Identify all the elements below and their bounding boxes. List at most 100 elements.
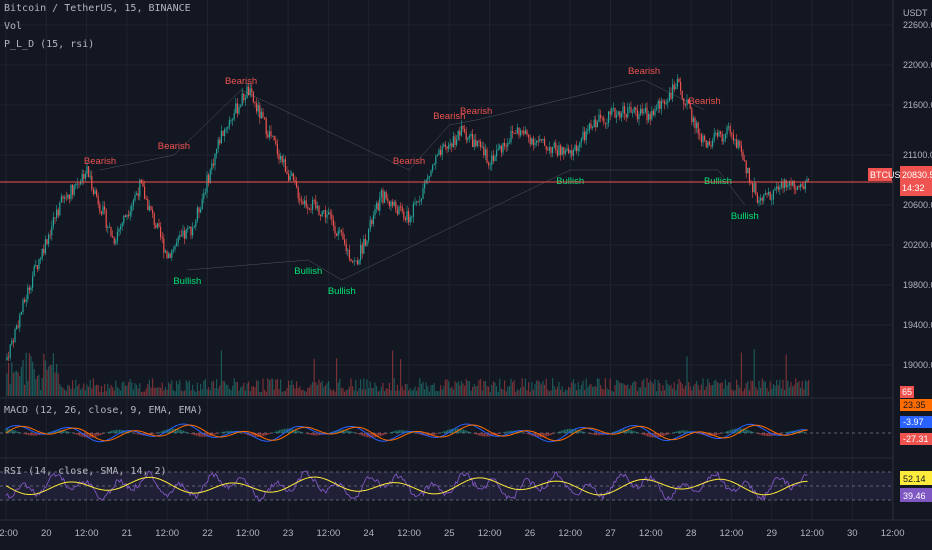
volume-bar (192, 384, 194, 396)
macd-histogram-bar (330, 432, 332, 433)
candle-body (563, 147, 565, 154)
macd-histogram-bar (178, 429, 180, 433)
rsi-legend[interactable]: RSI (14, close, SMA, 14, 2) (4, 466, 167, 477)
macd-histogram-bar (10, 429, 12, 433)
macd-histogram-bar (277, 430, 279, 433)
rsi-pane[interactable] (0, 470, 893, 502)
candle-body (707, 141, 709, 148)
candle-body (776, 186, 778, 189)
volume-bar (486, 385, 488, 396)
macd-histogram-bar (243, 433, 245, 434)
candle-body (272, 135, 274, 137)
candle-body (670, 93, 672, 99)
candle-body (520, 130, 522, 136)
macd-histogram-bar (463, 429, 465, 433)
candle-body (619, 111, 621, 118)
time-axis[interactable]: 12:00 20 12:00 21 12:00 22 12:00 23 12:00 24 12:00… (0, 528, 904, 539)
volume-bar (60, 386, 62, 396)
macd-histogram-bar (664, 433, 666, 436)
macd-pane[interactable] (0, 423, 893, 443)
volume-bar (331, 390, 333, 396)
macd-histogram-bar (743, 428, 745, 433)
symbol-legend[interactable]: Bitcoin / TetherUS, 15, BINANCE (4, 3, 191, 14)
volume-bar (710, 385, 712, 396)
volume-bar (284, 391, 286, 396)
candle-body (132, 200, 134, 206)
macd-histogram-bar (144, 433, 146, 436)
candle-body (41, 248, 43, 259)
volume-bar (665, 379, 667, 396)
volume-bar (784, 389, 786, 396)
volume-legend[interactable]: Vol (4, 21, 23, 32)
volume-bar (123, 381, 125, 396)
price-candles[interactable] (6, 74, 810, 362)
volume-bar (542, 380, 544, 396)
volume-bar (670, 384, 672, 396)
volume-bar (432, 384, 434, 396)
macd-histogram-bar (723, 432, 725, 433)
candle-body (412, 203, 414, 217)
volume-bar (580, 384, 582, 396)
macd-histogram-bar (221, 432, 223, 433)
candle-body (105, 209, 107, 228)
candle-body (444, 144, 446, 147)
price-axis[interactable]: 22600.00 22000.00 21600.00 21100.00 20600.00… (903, 20, 932, 370)
macd-histogram-bar (264, 433, 266, 436)
volume-bar (396, 384, 398, 396)
macd-histogram-bar (258, 433, 260, 437)
bearish-signal-label: Bearish (460, 106, 492, 117)
volume-bar (204, 378, 206, 396)
volume-bar (715, 379, 717, 396)
candle-body (454, 136, 456, 145)
volume-bar (169, 383, 171, 396)
volume-bar (318, 379, 320, 396)
candle-body (414, 202, 416, 204)
macd-legend[interactable]: MACD (12, 26, close, 9, EMA, EMA) (4, 405, 203, 416)
candle-body (174, 245, 176, 250)
volume-bar (504, 380, 506, 396)
candle-body (790, 181, 792, 186)
volume-bar (539, 382, 541, 396)
macd-histogram-bar (386, 433, 388, 434)
macd-histogram-bar (207, 433, 209, 437)
candle-body (435, 156, 437, 165)
volume-bar (222, 380, 224, 396)
volume-bar (785, 354, 787, 396)
macd-histogram-bar (650, 433, 652, 438)
macd-histogram-bar (259, 433, 261, 437)
macd-histogram-bar (48, 432, 50, 433)
volume-bar (643, 379, 645, 396)
candle-body (432, 165, 434, 171)
candle-body (710, 145, 712, 147)
candle-body (484, 149, 486, 156)
macd-histogram-bar (99, 433, 101, 436)
volume-bar (379, 390, 381, 396)
candle-body (57, 209, 59, 216)
volume-bar (196, 382, 198, 396)
volume-bar (427, 386, 429, 396)
macd-histogram-bar (82, 433, 84, 437)
volume-bar (622, 383, 624, 396)
volume-bar (212, 380, 214, 396)
volume-bar (576, 390, 578, 396)
candle-body (772, 190, 774, 200)
volume-bar (668, 385, 670, 396)
volume-bar (110, 385, 112, 396)
candle-body (134, 194, 136, 201)
macd-histogram-bar (91, 433, 93, 438)
macd-histogram-bar (11, 429, 13, 433)
volume-bar (86, 384, 88, 396)
candle-body (777, 186, 779, 190)
candle-body (184, 230, 186, 239)
macd-histogram-bar (725, 431, 727, 433)
candle-body (227, 126, 229, 129)
volume-bar (529, 391, 531, 396)
volume-bar (268, 380, 270, 396)
volume-bar (614, 385, 616, 396)
indicator-legend[interactable]: P_L_D (15, rsi) (4, 39, 95, 50)
price-tick-label: 22000.00 (903, 60, 932, 70)
candle-body (699, 133, 701, 135)
volume-bar (91, 388, 93, 396)
candle-body (308, 208, 310, 210)
